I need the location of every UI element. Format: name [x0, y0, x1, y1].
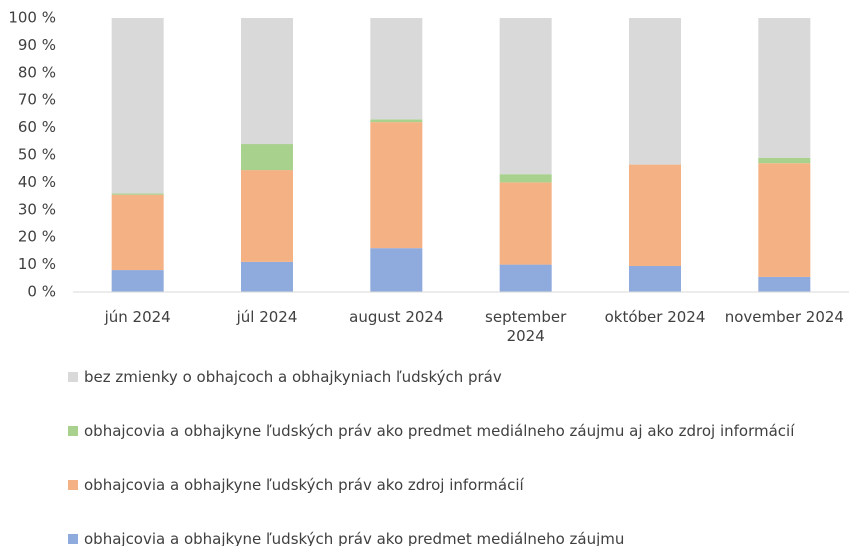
bar-segment: [370, 122, 423, 249]
bar-segment: [111, 193, 164, 195]
bar-segment: [499, 182, 552, 265]
bar-segment: [370, 119, 423, 123]
legend-label: bez zmienky o obhajcoch a obhajkyniach ľ…: [84, 368, 502, 386]
bar-segment: [499, 264, 552, 292]
bar-segment: [241, 261, 293, 292]
bar-segment: [758, 276, 811, 292]
bar-segment: [111, 18, 164, 194]
bar-segment: [370, 248, 423, 292]
bar-segment: [241, 18, 293, 145]
legend-item: obhajcovia a obhajkyne ľudských práv ako…: [68, 476, 524, 494]
y-tick-label: 50 %: [18, 146, 56, 164]
x-tick-label: august 2024: [349, 308, 443, 326]
bar-segment: [758, 18, 811, 158]
legend-item: obhajcovia a obhajkyne ľudských práv ako…: [68, 422, 794, 440]
legend-item: obhajcovia a obhajkyne ľudských práv ako…: [68, 530, 624, 546]
y-tick-label: 60 %: [18, 118, 56, 136]
legend-swatch: [68, 480, 78, 490]
legend-item: bez zmienky o obhajcoch a obhajkyniach ľ…: [68, 368, 502, 386]
y-tick-label: 30 %: [18, 200, 56, 218]
bar-segment: [241, 170, 293, 262]
y-tick-label: 40 %: [18, 173, 56, 191]
bar-segment: [629, 18, 681, 165]
bar-segment: [629, 164, 681, 266]
plot: 0 % 10 % 20 % 30 % 40 % 50 % 60 % 70 % 80 % 90 % 1…: [8, 9, 849, 345]
bar-segment: [499, 18, 552, 175]
legend-swatch: [68, 372, 78, 382]
bar-segment: [758, 157, 811, 164]
bar-segment: [499, 174, 552, 183]
legend-label: obhajcovia a obhajkyne ľudských práv ako…: [84, 476, 524, 494]
bar-segment: [629, 265, 681, 292]
y-tick-label: 90 %: [18, 36, 56, 54]
bar-segment: [370, 18, 423, 120]
legend-label: obhajcovia a obhajkyne ľudských práv ako…: [84, 422, 795, 440]
y-tick-label: 100 %: [8, 9, 56, 27]
y-tick-label: 0 %: [27, 283, 56, 301]
legend-swatch: [68, 534, 78, 544]
y-tick-label: 20 %: [18, 228, 56, 246]
x-tick-label: október 2024: [605, 308, 706, 326]
legend-swatch: [68, 426, 78, 436]
bar-segment: [758, 163, 811, 277]
x-tick-label: jún 2024: [104, 308, 171, 326]
bar-segment: [241, 144, 293, 171]
legend-label: obhajcovia a obhajkyne ľudských práv ako…: [84, 530, 625, 546]
y-tick-label: 10 %: [18, 255, 56, 273]
x-tick-label: november 2024: [725, 308, 844, 326]
x-tick-label: september 2024: [485, 308, 567, 345]
x-tick-label: júl 2024: [236, 308, 298, 326]
y-tick-label: 70 %: [18, 91, 56, 109]
bar-segment: [111, 270, 164, 292]
y-tick-label: 80 %: [18, 63, 56, 81]
bar-segment: [111, 194, 164, 271]
